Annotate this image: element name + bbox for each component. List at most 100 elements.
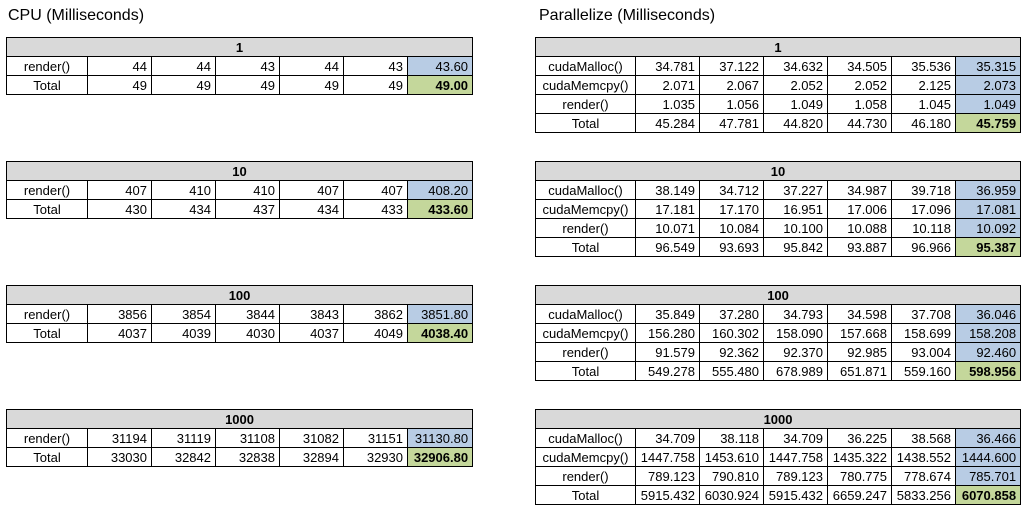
- average-cell: 10.092: [954, 218, 1022, 238]
- row-label: cudaMalloc(): [535, 56, 636, 76]
- value-cell: 34.987: [827, 180, 892, 200]
- value-cell: 1453.610: [699, 447, 764, 467]
- table-row: cudaMalloc() 35.849 37.280 34.793 34.598…: [535, 304, 1022, 324]
- value-cell: 49: [279, 75, 344, 95]
- value-cell: 790.810: [699, 466, 764, 486]
- cpu-table-1000: 1000 render() 31194 31119 31108 31082 31…: [5, 409, 474, 467]
- row-label: cudaMalloc(): [535, 428, 636, 448]
- average-cell: 1.049: [954, 94, 1022, 114]
- value-cell: 3843: [279, 304, 344, 324]
- table-row: render() 3856 3854 3844 3843 3862 3851.8…: [6, 304, 474, 324]
- value-cell: 34.712: [699, 180, 764, 200]
- value-cell: 10.084: [699, 218, 764, 238]
- value-cell: 31194: [87, 428, 152, 448]
- total-average-cell: 6070.858: [954, 485, 1022, 505]
- value-cell: 549.278: [635, 361, 700, 381]
- table-header: 100: [534, 285, 1022, 305]
- table-header: 10: [5, 161, 474, 181]
- value-cell: 91.579: [635, 342, 700, 362]
- value-cell: 16.951: [763, 199, 828, 219]
- value-cell: 434: [151, 199, 216, 219]
- row-label: Total: [6, 323, 88, 343]
- value-cell: 789.123: [763, 466, 828, 486]
- table-row: render() 1.035 1.056 1.049 1.058 1.045 1…: [535, 94, 1022, 114]
- value-cell: 34.505: [827, 56, 892, 76]
- cpu-table-10: 10 render() 407 410 410 407 407 408.20 T…: [5, 161, 474, 219]
- value-cell: 789.123: [635, 466, 700, 486]
- row-label: render(): [6, 304, 88, 324]
- value-cell: 49: [215, 75, 280, 95]
- value-cell: 17.170: [699, 199, 764, 219]
- value-cell: 37.122: [699, 56, 764, 76]
- value-cell: 1447.758: [635, 447, 700, 467]
- value-cell: 35.849: [635, 304, 700, 324]
- value-cell: 34.709: [635, 428, 700, 448]
- value-cell: 31151: [343, 428, 408, 448]
- value-cell: 1.058: [827, 94, 892, 114]
- table-header: 1000: [534, 409, 1022, 429]
- row-label: render(): [6, 180, 88, 200]
- average-cell: 17.081: [954, 199, 1022, 219]
- value-cell: 160.302: [699, 323, 764, 343]
- value-cell: 407: [279, 180, 344, 200]
- value-cell: 437: [215, 199, 280, 219]
- value-cell: 3856: [87, 304, 152, 324]
- value-cell: 4030: [215, 323, 280, 343]
- parallelize-table-10: 10 cudaMalloc() 38.149 34.712 37.227 34.…: [534, 161, 1022, 257]
- value-cell: 2.071: [635, 75, 700, 95]
- table-row: Total 430 434 437 434 433 433.60: [6, 199, 474, 219]
- cpu-section-title: CPU (Milliseconds): [8, 7, 145, 24]
- table-row: render() 407 410 410 407 407 408.20: [6, 180, 474, 200]
- row-label: cudaMemcpy(): [535, 323, 636, 343]
- row-label: cudaMemcpy(): [535, 199, 636, 219]
- table-row: cudaMalloc() 34.781 37.122 34.632 34.505…: [535, 56, 1022, 76]
- value-cell: 37.227: [763, 180, 828, 200]
- average-cell: 2.073: [954, 75, 1022, 95]
- value-cell: 31108: [215, 428, 280, 448]
- table-row: Total 5915.432 6030.924 5915.432 6659.24…: [535, 485, 1022, 505]
- table-row: Total 96.549 93.693 95.842 93.887 96.966…: [535, 237, 1022, 257]
- table-row: Total 49 49 49 49 49 49.00: [6, 75, 474, 95]
- table-row: cudaMemcpy() 17.181 17.170 16.951 17.006…: [535, 199, 1022, 219]
- total-average-cell: 4038.40: [406, 323, 474, 343]
- value-cell: 32930: [343, 447, 408, 467]
- value-cell: 157.668: [827, 323, 892, 343]
- value-cell: 1447.758: [763, 447, 828, 467]
- row-label: Total: [535, 113, 636, 133]
- average-cell: 158.208: [954, 323, 1022, 343]
- value-cell: 2.052: [763, 75, 828, 95]
- table-row: Total 4037 4039 4030 4037 4049 4038.40: [6, 323, 474, 343]
- average-cell: 1444.600: [954, 447, 1022, 467]
- value-cell: 32894: [279, 447, 344, 467]
- value-cell: 10.100: [763, 218, 828, 238]
- table-row: render() 44 44 43 44 43 43.60: [6, 56, 474, 76]
- value-cell: 6030.924: [699, 485, 764, 505]
- row-label: cudaMalloc(): [535, 180, 636, 200]
- value-cell: 93.693: [699, 237, 764, 257]
- parallelize-table-1000: 1000 cudaMalloc() 34.709 38.118 34.709 3…: [534, 409, 1022, 505]
- value-cell: 34.709: [763, 428, 828, 448]
- table-row: Total 549.278 555.480 678.989 651.871 55…: [535, 361, 1022, 381]
- table-row: Total 45.284 47.781 44.820 44.730 46.180…: [535, 113, 1022, 133]
- value-cell: 1.035: [635, 94, 700, 114]
- row-label: render(): [535, 466, 636, 486]
- value-cell: 2.125: [891, 75, 956, 95]
- value-cell: 37.280: [699, 304, 764, 324]
- value-cell: 38.568: [891, 428, 956, 448]
- value-cell: 49: [87, 75, 152, 95]
- value-cell: 49: [151, 75, 216, 95]
- row-label: Total: [6, 447, 88, 467]
- total-average-cell: 433.60: [406, 199, 474, 219]
- value-cell: 156.280: [635, 323, 700, 343]
- value-cell: 10.071: [635, 218, 700, 238]
- table-row: cudaMemcpy() 1447.758 1453.610 1447.758 …: [535, 447, 1022, 467]
- value-cell: 44.820: [763, 113, 828, 133]
- total-average-cell: 32906.80: [406, 447, 474, 467]
- total-average-cell: 95.387: [954, 237, 1022, 257]
- average-cell: 92.460: [954, 342, 1022, 362]
- table-header: 1: [5, 37, 474, 57]
- value-cell: 3844: [215, 304, 280, 324]
- value-cell: 17.181: [635, 199, 700, 219]
- value-cell: 38.149: [635, 180, 700, 200]
- average-cell: 785.701: [954, 466, 1022, 486]
